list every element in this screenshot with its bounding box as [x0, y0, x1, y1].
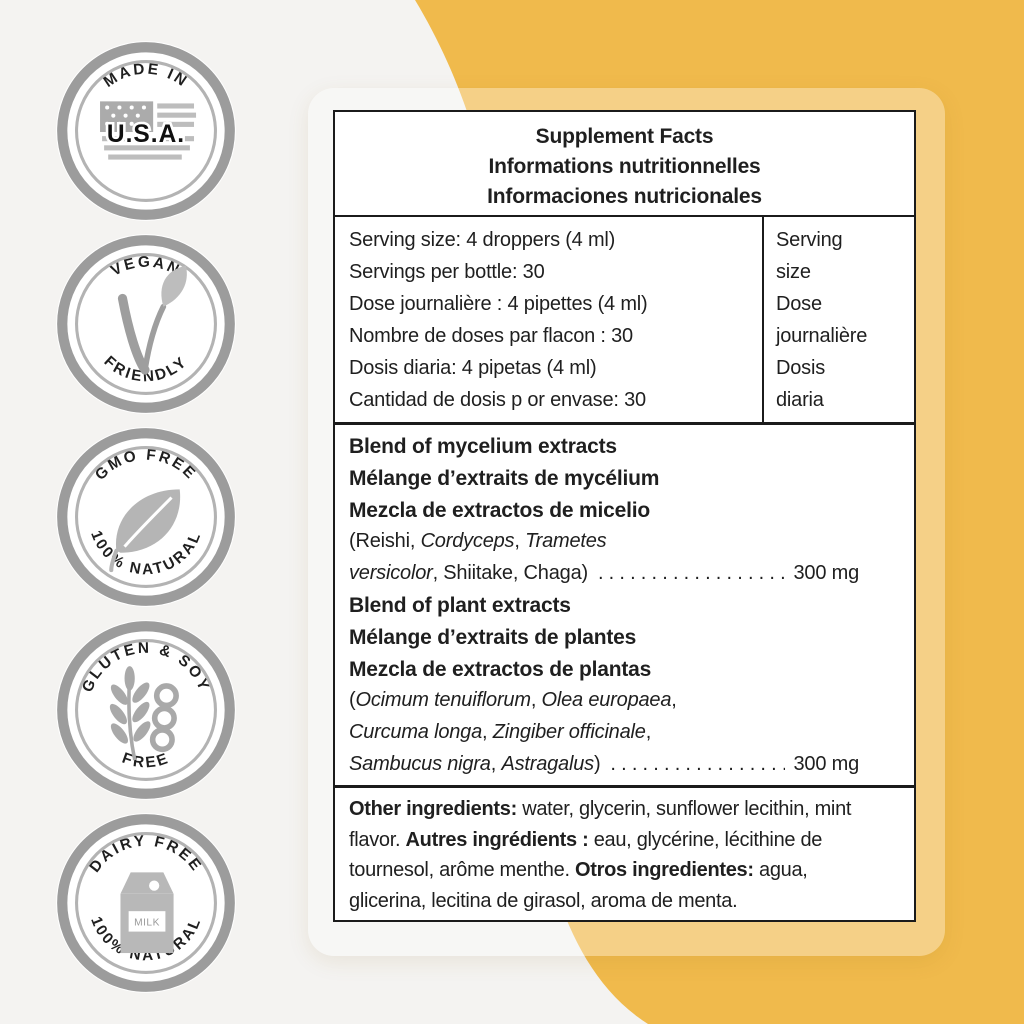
leaf-icon — [109, 489, 181, 573]
badge-gluten-soy-free: GLUTEN & SOY FREE — [51, 615, 241, 805]
mycelium-blend-title-en: Blend of mycelium extracts — [349, 435, 617, 458]
plant-blend-title-fr: Mélange d’extraits de plantes — [349, 625, 637, 649]
serving-label: Dosis — [776, 357, 826, 379]
serving-details-column: Serving size: 4 droppers (4 ml) Servings… — [335, 217, 762, 422]
plant-blend-title-en: Blend of plant extracts — [349, 593, 571, 617]
mycelium-ingredients-text: versicolor, Shiitake, Chaga) — [349, 562, 588, 585]
plant-blend-ingredients-line2: Curcuma longa, Zingiber officinale, — [349, 721, 652, 744]
facts-title-fr: Informations nutritionnelles — [488, 155, 761, 178]
dot-leader: . . . . . . . . . . . . . . . . . . . . … — [610, 752, 785, 775]
badge-inner-ring — [75, 832, 217, 974]
usa-center-text: U.S.A. — [107, 121, 185, 148]
serving-section: Serving size: 4 droppers (4 ml) Servings… — [335, 217, 914, 425]
serving-label: size — [776, 261, 811, 283]
badge-face — [56, 234, 236, 414]
supplement-facts-panel: Supplement Facts Informations nutritionn… — [333, 110, 916, 922]
badge-inner-ring — [75, 446, 217, 588]
plant-ingredients-text: Sambucus nigra, Astragalus) — [349, 752, 601, 775]
mycelium-blend-ingredients-line1: (Reishi, Cordyceps, Trametes — [349, 530, 607, 553]
serving-labels-column: Serving size Dose journalière Dosis diar… — [762, 217, 914, 422]
serving-line: Servings per bottle: 30 — [349, 261, 545, 283]
vegan-leaf-icon — [117, 265, 187, 375]
serving-label: Dose — [776, 293, 822, 315]
plant-blend-ingredients-line1: (Ocimum tenuiflorum, Olea europaea, — [349, 689, 677, 712]
plant-blend-amount: 300 mg — [793, 752, 859, 775]
serving-line: Nombre de doses par flacon : 30 — [349, 325, 633, 347]
facts-title-es: Informaciones nutricionales — [487, 185, 762, 208]
dot-leader: . . . . . . . . . . . . . . . . . . . . … — [597, 562, 786, 585]
badge-made-in-usa: MADE IN U.S.A. — [51, 36, 241, 226]
badge-outer-ring — [57, 428, 235, 606]
facts-header: Supplement Facts Informations nutritionn… — [335, 112, 914, 217]
badge-vegan-friendly: VEGAN FRIENDLY — [51, 229, 241, 419]
plant-blend-title-es: Mezcla de extractos de plantas — [349, 657, 652, 681]
usa-flag-map-icon: U.S.A. — [100, 101, 197, 160]
mycelium-blend-title-es: Mezcla de extractos de micelio — [349, 498, 650, 522]
badge-inner-ring — [75, 60, 217, 202]
mycelium-blend-title-fr: Mélange d’extraits de mycélium — [349, 466, 660, 490]
milk-label: MILK — [134, 917, 160, 928]
badge-outer-ring — [57, 235, 235, 413]
blends-section: Blend of mycelium extracts Mélange d’ext… — [335, 425, 914, 788]
wheat-soy-icon — [109, 666, 179, 761]
badge-gmo-free: GMO FREE 100% NATURAL — [51, 422, 241, 612]
serving-label: journalière — [776, 325, 868, 347]
badge-inner-ring — [75, 639, 217, 781]
milk-carton-icon: MILK — [120, 872, 174, 954]
serving-line: Serving size: 4 droppers (4 ml) — [349, 229, 616, 251]
serving-label: diaria — [776, 389, 824, 411]
badge-dairy-free: DAIRY FREE 100% NATURAL MILK — [51, 808, 241, 998]
badge-outer-ring — [57, 621, 235, 799]
mycelium-blend-ingredients-line2: versicolor, Shiitake, Chaga) . . . . . .… — [349, 558, 900, 590]
serving-line: Dosis diaria: 4 pipetas (4 ml) — [349, 357, 597, 379]
badge-outer-ring — [57, 814, 235, 992]
facts-title-en: Supplement Facts — [535, 125, 714, 148]
other-ingredients-section: Other ingredients: water, glycerin, sunf… — [335, 788, 914, 920]
other-ingredients-text: Other ingredients: water, glycerin, sunf… — [349, 798, 852, 912]
mycelium-blend-amount: 300 mg — [793, 562, 859, 585]
serving-line: Dose journalière : 4 pipettes (4 ml) — [349, 293, 648, 315]
badge-outer-ring — [57, 42, 235, 220]
serving-label: Serving — [776, 229, 843, 251]
badge-inner-ring — [75, 253, 217, 395]
label-card: Supplement Facts Informations nutritionn… — [308, 88, 945, 956]
serving-line: Cantidad de dosis p or envase: 30 — [349, 389, 646, 411]
plant-blend-ingredients-line3: Sambucus nigra, Astragalus) . . . . . . … — [349, 749, 900, 781]
